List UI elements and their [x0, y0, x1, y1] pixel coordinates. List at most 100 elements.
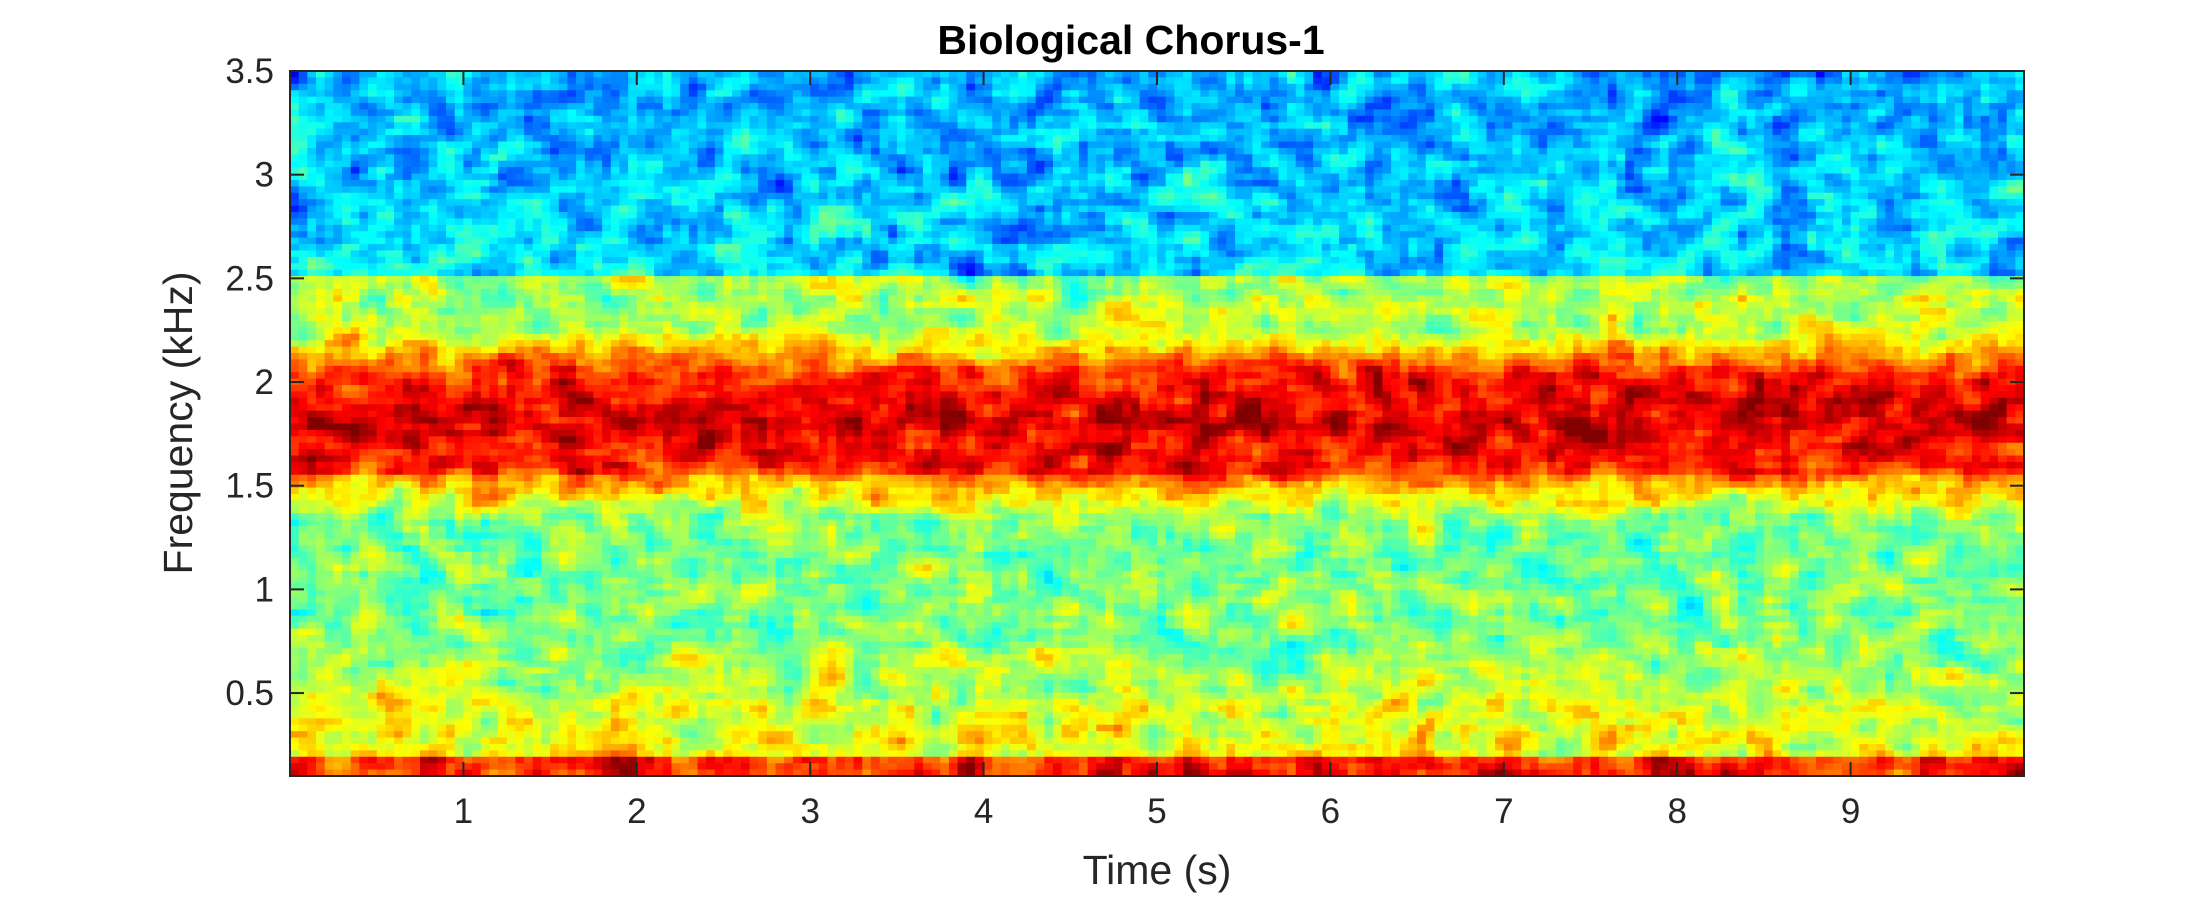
- heatmap-cell: [844, 122, 855, 130]
- heatmap-cell: [1391, 135, 1401, 143]
- heatmap-cell: [1885, 173, 1895, 181]
- heatmap-cell: [1304, 90, 1314, 98]
- heatmap-cell: [1685, 199, 1696, 207]
- heatmap-cell: [498, 115, 508, 123]
- heatmap-cell: [974, 147, 985, 155]
- heatmap-cell: [394, 160, 404, 168]
- heatmap-cell: [1503, 96, 1514, 104]
- heatmap-cell: [1763, 218, 1774, 226]
- heatmap-cell: [706, 122, 716, 130]
- heatmap-cell: [1989, 199, 1999, 207]
- heatmap-cell: [1321, 154, 1331, 162]
- heatmap-cell: [784, 147, 794, 155]
- heatmap-cell: [602, 103, 612, 111]
- heatmap-cell: [758, 186, 768, 194]
- heatmap-cell: [1460, 128, 1470, 136]
- heatmap-cell: [1382, 90, 1392, 98]
- heatmap-cell: [1157, 212, 1167, 220]
- heatmap-cell: [1538, 167, 1548, 175]
- heatmap-cell: [1078, 212, 1089, 220]
- heatmap-cell: [1044, 192, 1054, 200]
- heatmap-cell: [1841, 167, 1852, 175]
- heatmap-cell: [1243, 199, 1253, 207]
- heatmap-cell: [688, 218, 699, 226]
- heatmap-cell: [576, 122, 586, 130]
- heatmap-cell: [957, 135, 967, 143]
- heatmap-cell: [1668, 192, 1678, 200]
- heatmap-cell: [1729, 192, 1739, 200]
- heatmap-cell: [1928, 160, 1938, 168]
- heatmap-cell: [1824, 212, 1834, 220]
- heatmap-cell: [940, 71, 950, 79]
- heatmap-cell: [1529, 103, 1540, 111]
- heatmap-cell: [766, 122, 777, 130]
- heatmap-cell: [532, 135, 543, 143]
- heatmap-cell: [1859, 128, 1869, 136]
- heatmap-cell: [688, 205, 699, 213]
- heatmap-cell: [1330, 122, 1340, 130]
- heatmap-cell: [1304, 77, 1314, 85]
- heatmap-cell: [628, 122, 638, 130]
- heatmap-cell: [1009, 147, 1019, 155]
- heatmap-cell: [749, 212, 759, 220]
- heatmap-cell: [732, 160, 742, 168]
- heatmap-cell: [1815, 96, 1826, 104]
- heatmap-cell: [1399, 173, 1410, 181]
- heatmap-cell: [1451, 109, 1462, 117]
- heatmap-cell: [446, 154, 456, 162]
- heatmap-cell: [1009, 192, 1019, 200]
- heatmap-cell: [922, 77, 933, 85]
- heatmap-cell: [1677, 218, 1687, 226]
- heatmap-cell: [697, 128, 707, 136]
- heatmap-cell: [1685, 90, 1696, 98]
- heatmap-cell: [602, 167, 612, 175]
- heatmap-cell: [454, 103, 464, 111]
- heatmap-cell: [948, 77, 959, 85]
- heatmap-cell: [1026, 167, 1037, 175]
- heatmap-cell: [1980, 141, 1990, 149]
- heatmap-cell: [922, 224, 933, 232]
- heatmap-cell: [1217, 122, 1227, 130]
- heatmap-cell: [636, 160, 647, 168]
- heatmap-cell: [290, 115, 300, 123]
- heatmap-cell: [1902, 186, 1912, 194]
- heatmap-cell: [1694, 115, 1704, 123]
- heatmap-cell: [1547, 212, 1557, 220]
- heatmap-cell: [905, 173, 915, 181]
- heatmap-cell: [1399, 224, 1410, 232]
- heatmap-cell: [1867, 218, 1878, 226]
- heatmap-cell: [333, 128, 343, 136]
- heatmap-cell: [1911, 186, 1921, 194]
- heatmap-cell: [1876, 179, 1886, 187]
- heatmap-cell: [1911, 115, 1921, 123]
- heatmap-cell: [732, 167, 742, 175]
- heatmap-cell: [654, 109, 664, 117]
- heatmap-cell: [1841, 147, 1852, 155]
- heatmap-cell: [1633, 96, 1644, 104]
- heatmap-cell: [1330, 199, 1340, 207]
- heatmap-cell: [1963, 71, 1973, 79]
- heatmap-cell: [472, 96, 482, 104]
- heatmap-cell: [801, 147, 811, 155]
- heatmap-cell: [1954, 212, 1964, 220]
- heatmap-cell: [1191, 90, 1201, 98]
- heatmap-cell: [966, 147, 976, 155]
- heatmap-cell: [1096, 71, 1106, 79]
- heatmap-cell: [766, 167, 777, 175]
- heatmap-cell: [654, 122, 664, 130]
- heatmap-cell: [723, 147, 733, 155]
- heatmap-cell: [1243, 173, 1253, 181]
- heatmap-cell: [1269, 199, 1279, 207]
- heatmap-cell: [1867, 212, 1878, 220]
- heatmap-cell: [827, 135, 837, 143]
- heatmap-cell: [1989, 212, 1999, 220]
- heatmap-cell: [1321, 218, 1331, 226]
- heatmap-cell: [454, 128, 464, 136]
- heatmap-cell: [541, 179, 551, 187]
- heatmap-cell: [2006, 115, 2016, 123]
- heatmap-cell: [1321, 90, 1331, 98]
- heatmap-cell: [593, 218, 603, 226]
- heatmap-cell: [472, 154, 482, 162]
- heatmap-cell: [974, 205, 985, 213]
- heatmap-cell: [1026, 83, 1037, 91]
